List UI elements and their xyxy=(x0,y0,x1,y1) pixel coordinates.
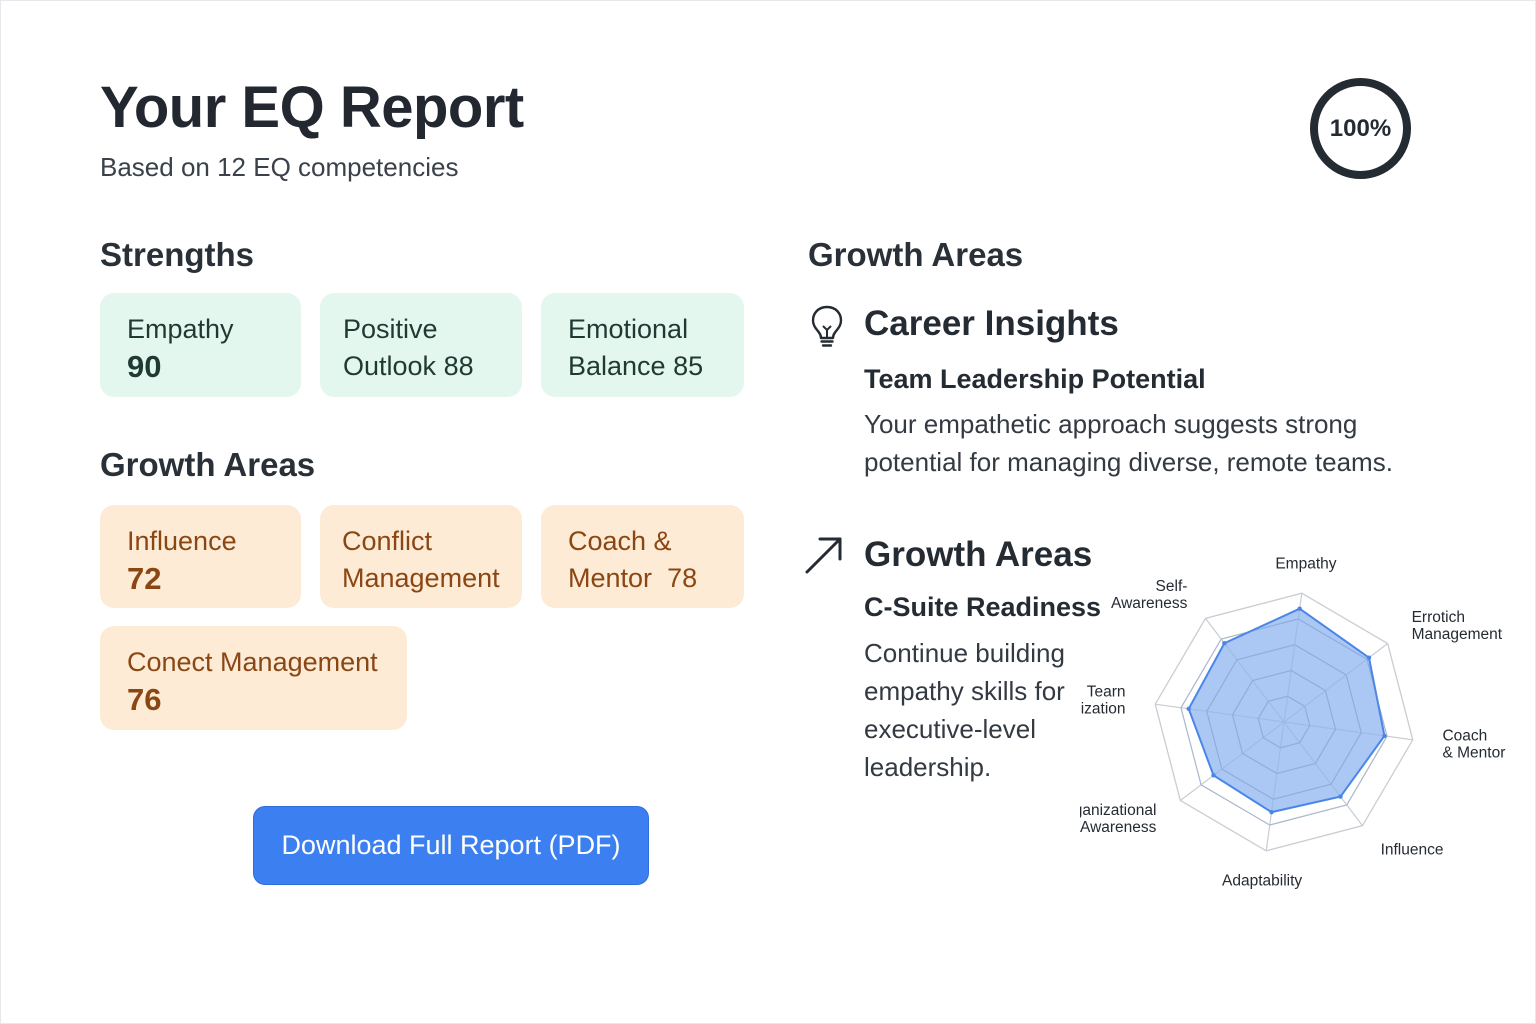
eq-radar-chart: Empathy Errotich Management Coach & Mentor In… xyxy=(1080,556,1505,890)
growth-card-coach-mentor[interactable]: Coach & Mentor 78 xyxy=(541,505,744,608)
growth-areas-title: Growth Areas xyxy=(864,535,1093,574)
strength-label: Emotional Balance 85 xyxy=(568,314,704,381)
strength-card-emotional-balance[interactable]: Emotional Balance 85 xyxy=(541,293,744,397)
radar-grid-overlay xyxy=(1180,618,1388,826)
page-subtitle: Based on 12 EQ competencies xyxy=(100,152,459,182)
strength-score: 90 xyxy=(127,349,162,384)
growth-card-conect-management[interactable]: Conect Management 76 xyxy=(100,626,407,730)
radar-axis-label: Errotich Management xyxy=(1412,609,1503,643)
progress-label: 100% xyxy=(1329,114,1392,142)
radar-axis-label: Coach & Mentor xyxy=(1442,727,1505,761)
page-title: Your EQ Report xyxy=(100,75,524,140)
radar-point xyxy=(1366,655,1372,660)
radar-axis-label: Self-Awareness xyxy=(1111,578,1188,612)
radar-axis-label: Adaptability xyxy=(1222,872,1302,889)
right-growth-areas-heading: Growth Areas xyxy=(808,236,1024,273)
radar-axis-label: Tearn-Actualization xyxy=(1080,684,1126,718)
growth-label: Conect Management xyxy=(127,647,378,677)
growth-areas-heading: Growth Areas xyxy=(100,446,316,483)
c-suite-readiness-body: Continue building empathy skills for exe… xyxy=(864,638,1065,782)
lightbulb-icon xyxy=(811,305,843,347)
radar-grid-ring xyxy=(1154,592,1414,852)
growth-score: 76 xyxy=(127,682,162,717)
strength-label: Empathy xyxy=(127,314,234,344)
growth-card-conflict-management[interactable]: Conflict Management xyxy=(320,505,522,608)
growth-label: Influence xyxy=(127,526,237,556)
radar-axis-label: Empathy xyxy=(1275,556,1336,573)
radar-point xyxy=(1338,794,1343,799)
radar-point xyxy=(1222,641,1227,646)
radar-grid-overlay xyxy=(1257,695,1311,749)
radar-point xyxy=(1186,706,1191,712)
radar-point xyxy=(1297,606,1302,611)
growth-label: Coach & Mentor 78 xyxy=(568,526,698,593)
radar-axis-label: Influence xyxy=(1381,842,1444,859)
radar-point xyxy=(1382,733,1387,739)
download-report-button[interactable]: Download Full Report (PDF) xyxy=(253,806,649,885)
completion-progress-ring: 100% xyxy=(1310,78,1411,179)
strength-card-positive-outlook[interactable]: Positive Outlook 88 xyxy=(320,293,522,397)
c-suite-readiness-subtitle: C-Suite Readiness xyxy=(864,592,1102,622)
growth-card-influence[interactable]: Influence 72 xyxy=(100,505,301,608)
radar-point xyxy=(1211,773,1216,778)
growth-label: Conflict Management xyxy=(342,526,500,593)
strength-card-empathy[interactable]: Empathy 90 xyxy=(100,293,301,397)
strengths-heading: Strengths xyxy=(100,236,255,273)
career-insights-subtitle: Team Leadership Potential xyxy=(864,364,1206,394)
radar-grid-overlay xyxy=(1206,644,1362,800)
career-insights-title: Career Insights xyxy=(864,304,1119,343)
arrow-up-right-icon xyxy=(805,537,842,574)
growth-score: 72 xyxy=(127,561,162,596)
radar-axis-label: OrganizationalAwareness xyxy=(1080,802,1157,836)
career-insights-body: Your empathetic approach suggests strong… xyxy=(864,409,1393,477)
radar-point xyxy=(1269,809,1274,815)
strength-label: Positive Outlook 88 xyxy=(343,314,474,381)
radar-grid-overlay xyxy=(1231,669,1337,775)
